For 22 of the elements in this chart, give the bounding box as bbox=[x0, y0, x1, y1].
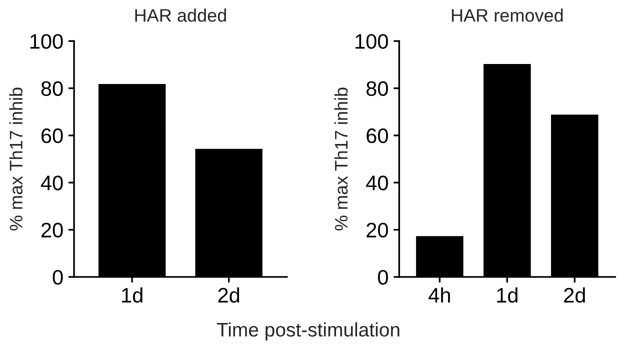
y-tick-label: 60 bbox=[42, 128, 63, 144]
y-tick-label: 40 bbox=[40, 176, 63, 190]
y-axis-title: % max Th17 inhib bbox=[9, 88, 23, 230]
y-axis-title: % max Th17 inhib bbox=[334, 88, 348, 230]
y-tick-label: 100 bbox=[30, 34, 63, 49]
x-tick-label: 1d bbox=[497, 287, 518, 303]
y-tick-label: 40 bbox=[366, 176, 388, 190]
x-tick-label: 4h bbox=[428, 287, 450, 302]
y-tick-label: 0 bbox=[378, 270, 388, 285]
x-tick-label: 2d bbox=[218, 287, 240, 303]
y-tick-label: 60 bbox=[366, 128, 388, 144]
y-tick-label: 20 bbox=[366, 222, 388, 238]
y-tick-label: 80 bbox=[41, 81, 63, 96]
y-tick-label: 20 bbox=[42, 222, 63, 238]
text: Time post-stimulation bbox=[216, 322, 400, 340]
y-tick-label: 100 bbox=[356, 34, 388, 49]
x-tick-label: 2d bbox=[564, 287, 585, 303]
chart-title: HAR added bbox=[135, 8, 226, 22]
x-tick-label: 1d bbox=[122, 287, 142, 303]
y-tick-label: 0 bbox=[52, 270, 63, 285]
chart-title: HAR removed bbox=[452, 8, 563, 22]
y-tick-label: 80 bbox=[366, 81, 388, 96]
